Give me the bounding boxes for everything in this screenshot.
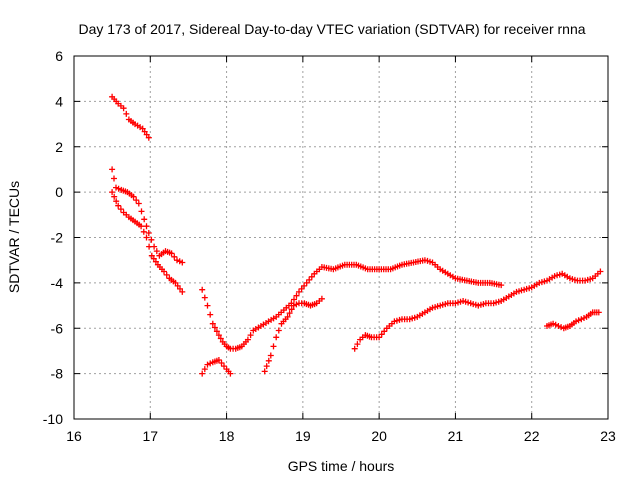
x-tick-label: 16 xyxy=(66,428,82,444)
y-tick-label: -6 xyxy=(51,320,64,336)
x-tick-label: 23 xyxy=(600,428,616,444)
y-axis-label: SDTVAR / TECUs xyxy=(6,181,22,293)
x-tick-label: 17 xyxy=(142,428,158,444)
series-track-6 xyxy=(261,295,325,375)
y-tick-label: 6 xyxy=(55,48,63,64)
series-track-1 xyxy=(109,93,152,141)
series-track-4 xyxy=(199,257,505,352)
x-axis-label: GPS time / hours xyxy=(288,458,395,474)
axes: 16 17 18 19 20 21 22 23 -10 -8 -6 -4 -2 0 2 4 6 xyxy=(43,48,616,444)
y-tick-label: -4 xyxy=(51,275,64,291)
series-track-2 xyxy=(109,166,186,266)
y-tick-label: 0 xyxy=(55,184,63,200)
series-track-8 xyxy=(544,309,602,332)
plot-frame xyxy=(73,55,609,420)
y-tick-label: -2 xyxy=(51,230,64,246)
x-tick-label: 19 xyxy=(295,428,311,444)
series-track-7 xyxy=(351,268,604,352)
data-series xyxy=(109,93,604,377)
y-tick-label: 2 xyxy=(55,139,63,155)
x-tick-label: 21 xyxy=(448,428,464,444)
series-track-3 xyxy=(109,189,186,295)
y-tick-label: -10 xyxy=(43,411,63,427)
x-tick-label: 18 xyxy=(219,428,235,444)
y-tick-label: -8 xyxy=(51,366,64,382)
x-tick-label: 22 xyxy=(524,428,540,444)
chart-title: Day 173 of 2017, Sidereal Day-to-day VTE… xyxy=(78,21,585,37)
series-track-5 xyxy=(199,357,234,377)
y-tick-label: 4 xyxy=(55,93,63,109)
x-tick-label: 20 xyxy=(371,428,387,444)
grid xyxy=(74,56,608,419)
